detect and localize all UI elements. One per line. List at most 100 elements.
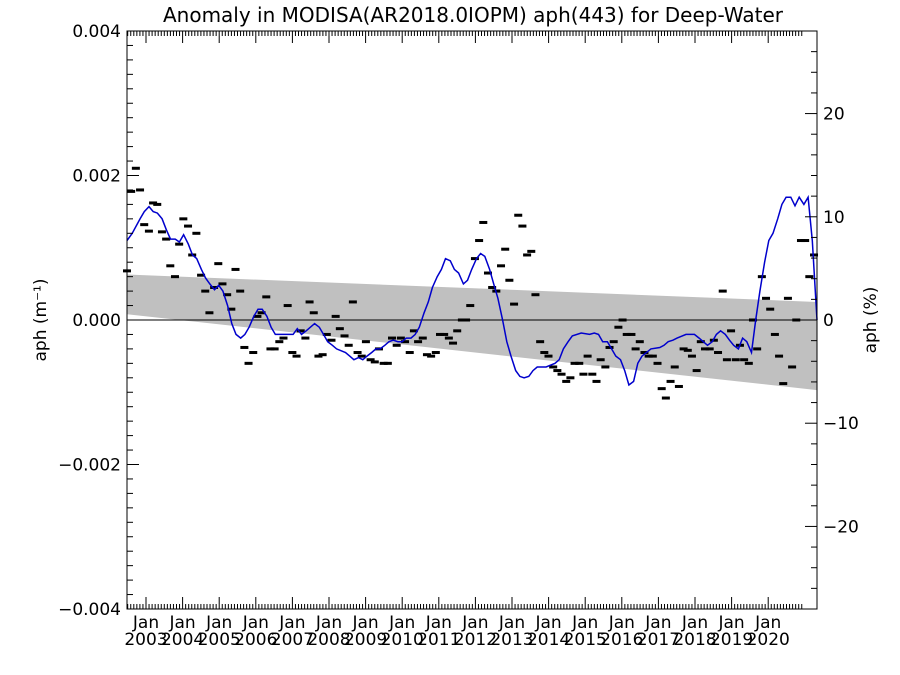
data-marker [536,340,545,344]
x-tick-month: Jan [644,613,671,633]
right-tick-label: 0 [823,311,834,331]
data-marker [197,273,206,277]
data-marker [762,296,771,300]
data-marker [596,358,605,362]
data-marker [527,249,536,253]
x-tick-year: 2009 [344,630,387,650]
data-marker [405,351,414,355]
data-marker [700,347,709,351]
left-tick-label: 0.002 [72,167,121,187]
data-marker [457,318,466,322]
data-marker [810,253,819,257]
data-marker [440,332,449,336]
data-marker [409,329,418,333]
data-marker [301,336,310,340]
data-marker [753,347,762,351]
data-marker [775,354,784,358]
data-marker [744,361,753,365]
data-marker [679,347,688,351]
data-marker [392,343,401,347]
data-marker [309,311,318,315]
x-tick-month: Jan [168,613,195,633]
data-marker [201,289,210,293]
data-marker [257,311,266,315]
right-tick-label: 20 [823,105,845,125]
data-marker [449,341,458,345]
data-marker [783,296,792,300]
data-marker [153,202,162,206]
data-marker [462,318,471,322]
left-tick-label: −0.004 [58,600,121,620]
data-marker [266,347,275,351]
data-marker [370,360,379,364]
x-tick-month: Jan [717,613,744,633]
data-marker [627,332,636,336]
data-marker [614,325,623,329]
data-marker [292,354,301,358]
data-marker [483,271,492,275]
data-marker [653,361,662,365]
series-line [126,194,818,387]
data-marker [575,361,584,365]
right-axis: 20 10 0 −10 −20 [805,30,859,610]
data-marker [192,231,201,235]
data-marker [540,351,549,355]
data-marker [244,361,253,365]
data-marker [488,285,497,289]
data-marker [427,354,436,358]
x-tick-month: Jan [608,613,635,633]
data-marker [279,336,288,340]
data-marker [127,189,136,193]
x-tick-year: 2017 [637,630,680,650]
data-marker [162,237,171,241]
data-marker [231,267,240,271]
data-marker [514,213,523,217]
data-marker [531,293,540,297]
data-marker [644,354,653,358]
data-marker [314,354,323,358]
data-marker [144,229,153,233]
data-marker [570,361,579,365]
x-tick-month: Jan [498,613,525,633]
data-marker [557,372,566,376]
data-marker [149,201,158,205]
x-tick-year: 2016 [600,630,643,650]
data-marker [422,353,431,357]
chart-title: Anomaly in MODISA(AR2018.0IOPM) aph(443)… [163,3,784,27]
data-marker [210,285,219,289]
data-marker [240,345,249,349]
x-tick-year: 2005 [198,630,241,650]
data-marker [622,332,631,336]
y-axis-right-label: aph (%) [861,287,881,354]
data-marker [635,340,644,344]
data-marker [431,351,440,355]
x-tick-year: 2010 [381,630,424,650]
x-tick-month: Jan [132,613,159,633]
trend-band [127,274,817,391]
data-marker [283,304,292,308]
x-tick-year: 2006 [234,630,277,650]
data-marker [544,354,553,358]
left-tick-label: 0.000 [72,311,121,331]
data-marker [505,278,514,282]
data-marker [588,372,597,376]
x-tick-year: 2008 [307,630,350,650]
data-marker [236,289,245,293]
x-tick-month: Jan [681,613,708,633]
data-marker [270,347,279,351]
data-marker [131,166,140,170]
x-tick-year: 2011 [417,630,460,650]
data-marker [796,239,805,243]
data-marker [214,262,223,266]
data-marker [696,340,705,344]
data-marker [605,345,614,349]
left-tick-label: −0.002 [58,456,121,476]
data-marker [562,379,571,383]
data-marker [383,361,392,365]
x-tick-year: 2019 [710,630,753,650]
data-marker [453,329,462,333]
data-marker [205,311,214,315]
data-marker [579,372,588,376]
data-marker [335,327,344,331]
x-tick-month: Jan [425,613,452,633]
